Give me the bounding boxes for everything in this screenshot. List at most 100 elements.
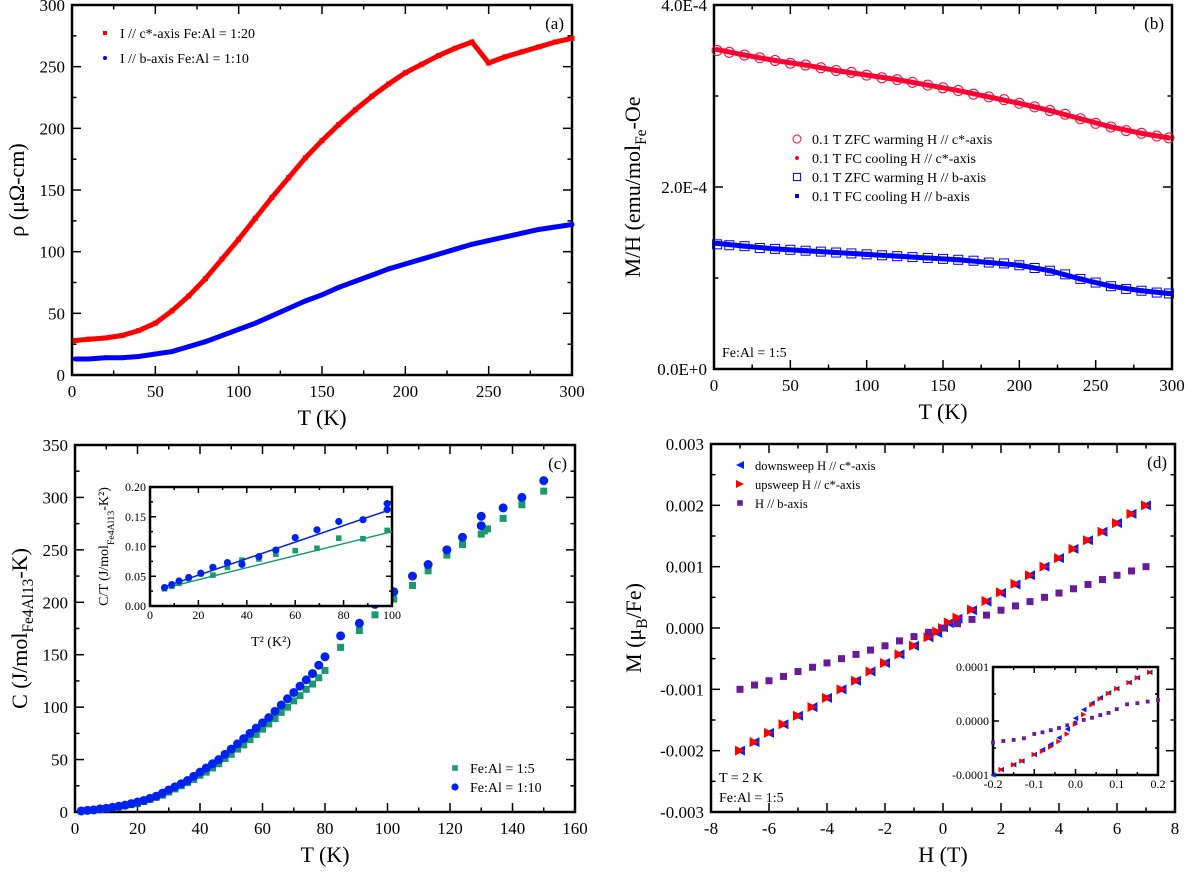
legend-entry: upsweep H // c*-axis xyxy=(755,478,860,492)
y-tick-label: 100 xyxy=(43,698,69,717)
data-point xyxy=(290,697,298,705)
data-point xyxy=(289,687,299,697)
x-tick-label: 60 xyxy=(254,819,271,838)
data-point xyxy=(894,649,905,660)
data-point xyxy=(419,61,425,67)
x-tick-label: 8 xyxy=(1171,819,1180,838)
data-point xyxy=(238,560,246,568)
data-point xyxy=(1070,585,1077,593)
data-point xyxy=(169,308,175,314)
data-point xyxy=(1141,500,1151,511)
data-point xyxy=(452,765,458,771)
data-point xyxy=(436,53,442,59)
data-point xyxy=(236,326,242,332)
data-point xyxy=(1166,135,1172,141)
data-point xyxy=(851,675,861,686)
legend-entry: Fe:Al = 1:5 xyxy=(470,762,535,777)
legend-entry: I // c*-axis Fe:Al = 1:20 xyxy=(120,27,255,42)
data-point xyxy=(384,527,390,534)
x-tick-label: 300 xyxy=(1159,376,1185,395)
data-point xyxy=(1039,748,1046,754)
data-point xyxy=(502,54,508,60)
data-point xyxy=(742,52,748,58)
data-point xyxy=(469,241,475,247)
data-point xyxy=(983,611,990,619)
data-point xyxy=(264,713,274,723)
data-point xyxy=(1147,669,1153,676)
y-tick-label: 0.05 xyxy=(125,569,146,583)
x-tick-label: 80 xyxy=(317,819,334,838)
series-1 xyxy=(72,222,575,362)
data-point xyxy=(1016,262,1022,268)
data-point xyxy=(1025,570,1035,581)
data-point xyxy=(1166,290,1172,296)
data-point xyxy=(540,487,548,495)
x-axis-label: T (K) xyxy=(297,405,346,430)
data-point xyxy=(383,506,391,514)
data-point xyxy=(1114,707,1119,712)
data-point xyxy=(295,681,305,691)
data-point xyxy=(1108,124,1114,130)
data-point xyxy=(136,354,142,359)
data-point xyxy=(519,230,525,236)
series-1 xyxy=(714,47,1172,141)
data-point xyxy=(383,500,391,508)
data-point xyxy=(259,725,266,733)
data-point xyxy=(386,81,392,87)
data-point xyxy=(1056,738,1062,745)
x-tick-label: 150 xyxy=(309,382,335,401)
data-point xyxy=(371,611,379,619)
data-point xyxy=(309,680,316,688)
data-point xyxy=(308,669,317,679)
data-point xyxy=(1054,553,1064,564)
data-point xyxy=(1105,690,1112,697)
data-point xyxy=(452,246,458,252)
data-point xyxy=(269,313,275,319)
data-point xyxy=(270,706,280,716)
data-point xyxy=(952,612,963,623)
y-axis-label: M/H (emu/molFe-Oe xyxy=(620,97,650,278)
data-point xyxy=(252,320,258,326)
data-point xyxy=(103,31,107,35)
data-point xyxy=(795,194,799,198)
y-tick-label: 4.0E-4 xyxy=(661,0,707,15)
data-point xyxy=(352,107,358,113)
data-point xyxy=(1032,732,1037,736)
x-tick-label: 80 xyxy=(338,608,350,622)
data-point xyxy=(423,560,433,570)
data-point xyxy=(386,266,392,272)
data-point xyxy=(197,569,205,577)
annotation: Fe:Al = 1:5 xyxy=(719,791,784,806)
data-point xyxy=(315,674,323,682)
y-tick-label: 0.0E+0 xyxy=(657,360,707,379)
data-point xyxy=(998,766,1004,773)
data-point xyxy=(499,514,507,522)
x-tick-label: 6 xyxy=(1113,819,1122,838)
data-point xyxy=(219,333,225,339)
data-point xyxy=(967,604,977,615)
y-axis-label: ρ (μΩ-cm) xyxy=(4,143,29,236)
x-tick-label: 60 xyxy=(289,608,301,622)
panel-b: 0 50 100 150 200 250 300 0.0E+0 2.0E-4 4.0E-4 (b) T… xyxy=(620,0,1185,424)
series-1 xyxy=(735,500,1151,756)
data-point xyxy=(1113,571,1121,579)
data-point xyxy=(152,351,158,357)
data-point xyxy=(245,728,255,738)
data-point xyxy=(864,72,870,78)
data-point xyxy=(778,719,789,730)
data-point xyxy=(772,58,778,64)
x-tick-label: 100 xyxy=(375,819,401,838)
data-point xyxy=(925,628,932,636)
x-tick-label: 0 xyxy=(147,608,153,622)
data-point xyxy=(1097,526,1108,537)
x-tick-label: 300 xyxy=(559,382,585,401)
data-point xyxy=(1073,720,1078,725)
data-point xyxy=(286,305,292,311)
legend-entry: 0.1 T ZFC warming H // b-axis xyxy=(812,171,986,186)
data-point xyxy=(1048,741,1054,747)
data-point xyxy=(469,39,475,45)
data-point xyxy=(1047,108,1053,114)
data-point xyxy=(1156,698,1160,702)
data-point xyxy=(1090,715,1094,720)
data-point xyxy=(867,646,874,654)
